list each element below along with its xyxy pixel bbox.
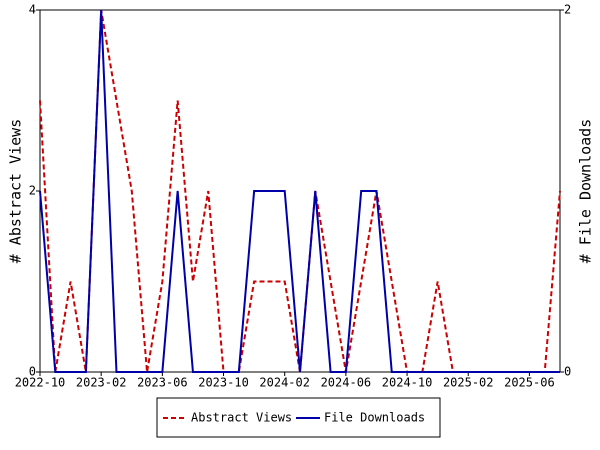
y2-axis-label: # File Downloads [577, 119, 595, 264]
y-tick-label: 4 [29, 3, 36, 17]
legend-label: Abstract Views [191, 411, 292, 425]
y2-tick-label: 2 [564, 3, 571, 17]
x-tick-label: 2024-02 [259, 376, 310, 390]
series-line [39, 9, 560, 373]
y-tick-label: 0 [29, 365, 36, 379]
x-tick-label: 2024-06 [321, 376, 372, 390]
x-tick-label: 2023-02 [76, 376, 127, 390]
x-tick-label: 2023-06 [137, 376, 188, 390]
x-tick-label: 2025-02 [443, 376, 494, 390]
y-tick-label: 2 [29, 184, 36, 198]
y-axis-label: # Abstract Views [7, 119, 25, 264]
x-tick-label: 2022-10 [15, 376, 66, 390]
legend-label: File Downloads [324, 411, 425, 425]
x-tick-label: 2024-10 [382, 376, 433, 390]
x-tick-label: 2023-10 [198, 376, 249, 390]
x-tick-label: 2025-06 [504, 376, 555, 390]
y2-tick-label: 0 [564, 365, 571, 379]
plot-frame [39, 9, 561, 373]
